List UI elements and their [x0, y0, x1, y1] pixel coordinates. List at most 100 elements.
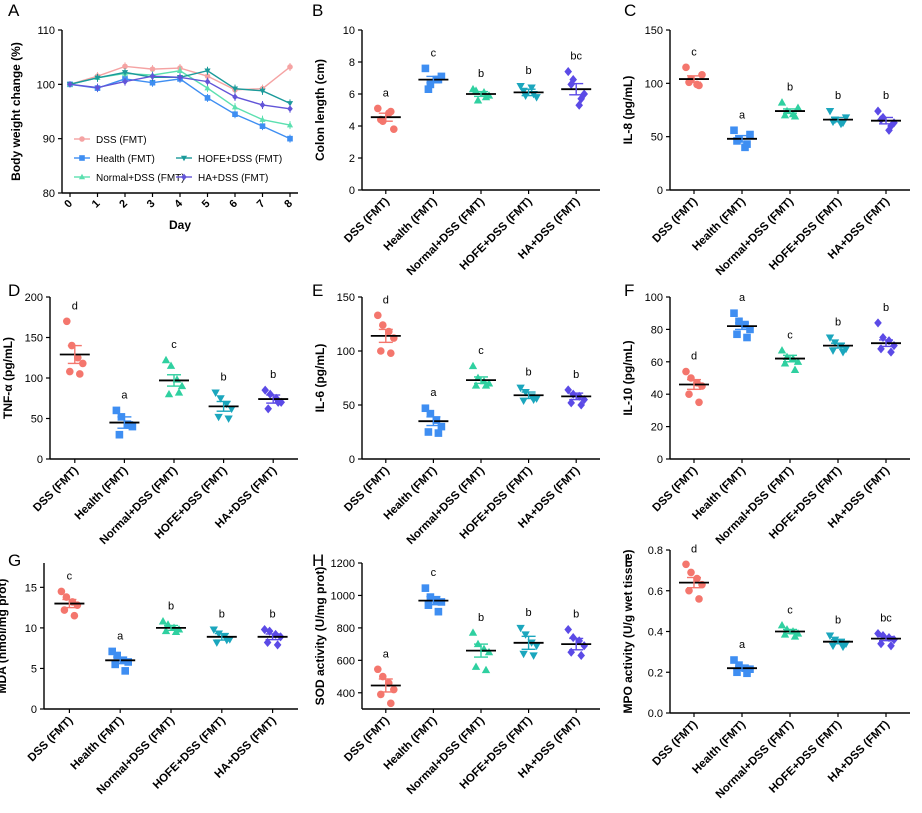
data-point: [682, 560, 690, 569]
y-tick-label: 20: [651, 422, 663, 434]
data-point: [111, 660, 119, 669]
legend-swatch-marker: [181, 173, 187, 181]
data-point: [286, 121, 294, 128]
data-point: [166, 361, 176, 369]
y-tick-label: 0: [349, 454, 355, 466]
data-point: [519, 650, 528, 659]
panel-letter: I: [624, 551, 629, 570]
data-point: [387, 107, 395, 116]
data-point: [777, 98, 787, 106]
data-point: [174, 388, 184, 396]
data-point: [434, 607, 443, 616]
data-point: [274, 397, 282, 407]
significance-letter: c: [431, 47, 437, 59]
data-point: [227, 405, 236, 414]
data-point: [122, 78, 128, 85]
data-point: [421, 64, 430, 73]
significance-letter: d: [383, 294, 389, 306]
y-tick-label: 0.4: [648, 627, 663, 639]
y-tick-label: 600: [337, 655, 355, 667]
x-tick-label: 6: [227, 198, 240, 211]
data-point: [158, 617, 168, 625]
data-point: [780, 110, 790, 119]
data-point: [426, 409, 435, 418]
significance-letter: b: [526, 65, 532, 77]
x-tick-label: DSS (FMT): [342, 715, 392, 765]
significance-letter: d: [691, 351, 697, 363]
panel-h: H 400 600 800 1000 1200 SOD activity (U/mg pro…: [312, 551, 600, 797]
data-point: [214, 413, 223, 422]
panel-letter: A: [8, 1, 20, 20]
significance-letter: a: [739, 109, 746, 121]
y-tick-label: 0: [657, 185, 663, 197]
data-point: [780, 359, 790, 367]
significance-letter: a: [121, 389, 128, 401]
data-point: [698, 71, 706, 79]
legend-label: Health (FMT): [96, 154, 155, 165]
significance-letter: b: [270, 369, 276, 381]
y-axis-label: Body weight change (%): [9, 42, 23, 181]
data-point: [838, 643, 848, 652]
significance-letter: b: [168, 600, 174, 612]
data-point: [122, 63, 128, 70]
y-tick-label: 80: [43, 188, 55, 200]
data-point: [516, 384, 525, 393]
significance-letter: c: [787, 604, 793, 616]
data-point: [685, 390, 693, 399]
x-tick-label: Normal+DSS (FMT): [405, 715, 487, 797]
data-point: [66, 367, 74, 376]
significance-letter: c: [67, 570, 73, 582]
significance-letter: b: [573, 609, 579, 621]
significance-letter: b: [219, 609, 225, 621]
data-point: [577, 400, 585, 410]
data-point: [437, 422, 446, 431]
data-point: [149, 72, 156, 80]
data-point: [390, 125, 398, 133]
data-point: [733, 330, 741, 339]
significance-letter: b: [526, 607, 532, 619]
significance-letter: a: [117, 630, 124, 642]
significance-letter: c: [691, 46, 697, 58]
data-point: [825, 632, 835, 640]
data-point: [266, 389, 274, 399]
y-tick-label: 100: [37, 79, 55, 91]
data-point: [204, 68, 211, 74]
data-point: [564, 385, 572, 395]
data-point: [793, 103, 803, 111]
data-point: [735, 317, 743, 326]
data-point: [577, 650, 585, 661]
x-tick-label: 0: [62, 198, 75, 211]
y-axis-label: IL-6 (pg/mL): [313, 344, 327, 413]
data-point: [874, 106, 882, 116]
y-tick-label: 4: [349, 121, 355, 133]
data-point: [743, 669, 751, 678]
y-tick-label: 60: [651, 357, 663, 369]
x-tick-label: Normal+DSS (FMT): [405, 465, 487, 547]
significance-letter: b: [883, 90, 889, 102]
data-point: [426, 80, 435, 89]
data-point: [473, 96, 483, 104]
x-tick-label: DSS (FMT): [651, 719, 701, 769]
y-tick-label: 110: [37, 25, 55, 37]
legend-swatch-marker: [180, 155, 188, 162]
x-tick-label: Health (FMT): [69, 715, 127, 773]
y-tick-label: 0: [37, 454, 43, 466]
y-tick-label: 15: [25, 582, 37, 594]
data-point: [532, 642, 541, 651]
data-point: [885, 125, 893, 135]
panel-letter: G: [8, 551, 21, 570]
data-point: [79, 359, 87, 368]
data-point: [209, 626, 218, 634]
data-point: [171, 627, 181, 635]
data-point: [177, 73, 183, 81]
data-point: [687, 568, 695, 577]
y-axis-label: IL-10 (pg/mL): [621, 340, 635, 415]
data-point: [259, 101, 266, 109]
significance-letter: b: [835, 615, 841, 627]
y-tick-label: 8: [349, 57, 355, 69]
y-tick-label: 10: [343, 25, 355, 37]
